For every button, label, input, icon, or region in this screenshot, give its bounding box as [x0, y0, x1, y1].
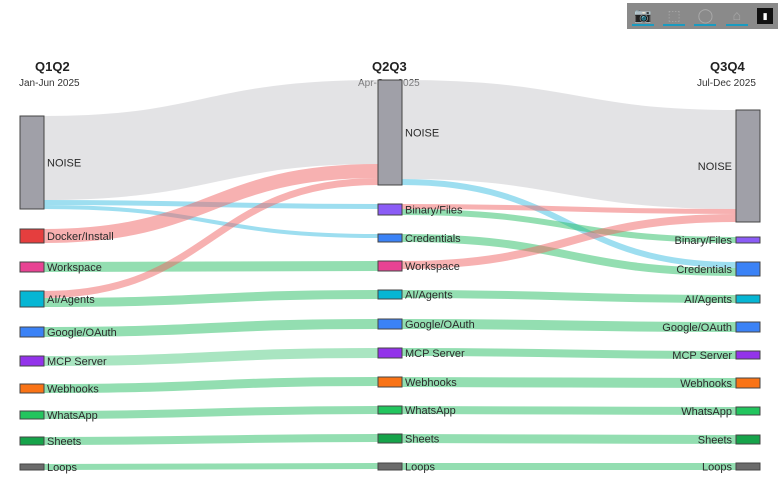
sankey-node[interactable] [735, 434, 761, 445]
sankey-link[interactable] [43, 205, 379, 238]
sankey-link[interactable] [43, 377, 379, 393]
node-label: Google/OAuth [405, 319, 475, 331]
sankey-node[interactable] [377, 433, 403, 444]
node-label: Credentials [676, 264, 732, 276]
lasso-select-icon[interactable]: ◯ [694, 6, 717, 26]
sankey-node[interactable] [19, 290, 45, 308]
sankey-link[interactable] [401, 434, 737, 444]
sankey-node[interactable] [19, 383, 45, 394]
sankey-node[interactable] [735, 321, 761, 333]
sankey-node[interactable] [735, 236, 761, 244]
sankey-node[interactable] [19, 228, 45, 244]
node-label: WhatsApp [405, 405, 456, 417]
camera-icon[interactable]: 📷 [631, 6, 654, 26]
sankey-node[interactable] [19, 326, 45, 338]
node-label: Binary/Files [405, 205, 463, 217]
node-label: Binary/Files [675, 235, 733, 247]
sankey-node[interactable] [735, 350, 761, 360]
sankey-link[interactable] [43, 80, 379, 200]
sankey-link[interactable] [401, 348, 737, 359]
sankey-link[interactable] [401, 377, 737, 388]
sankey-link[interactable] [43, 463, 379, 470]
node-label: Loops [702, 462, 732, 474]
modebar: 📷 ⬚ ◯ ⌂ ▮ [627, 3, 778, 29]
node-label: Google/OAuth [47, 327, 117, 339]
node-label: Credentials [405, 233, 461, 245]
node-label: Webhooks [405, 377, 457, 389]
sankey-link[interactable] [401, 209, 737, 243]
sankey-node[interactable] [377, 347, 403, 359]
column-title-q2q3: Q2Q3 [372, 59, 407, 74]
node-label: Docker/Install [47, 231, 114, 243]
sankey-node[interactable] [19, 463, 45, 471]
node-label: WhatsApp [47, 410, 98, 422]
sankey-link[interactable] [43, 178, 379, 298]
sankey-link[interactable] [43, 290, 379, 307]
sankey-node[interactable] [735, 462, 761, 471]
sankey-link[interactable] [43, 319, 379, 337]
node-label: Webhooks [680, 378, 732, 390]
node-label: MCP Server [47, 356, 107, 368]
sankey-link[interactable] [43, 406, 379, 419]
sankey-node[interactable] [19, 436, 45, 446]
sankey-link[interactable] [401, 406, 737, 415]
sankey-node[interactable] [377, 233, 403, 243]
sankey-link[interactable] [43, 261, 379, 272]
sankey-node[interactable] [377, 318, 403, 330]
column-title-q3q4: Q3Q4 [710, 59, 745, 74]
sankey-node[interactable] [377, 203, 403, 216]
node-label: AI/Agents [47, 294, 95, 306]
node-label: Workspace [47, 262, 102, 274]
node-label: MCP Server [672, 350, 732, 362]
sankey-link[interactable] [401, 319, 737, 332]
sankey-node[interactable] [19, 355, 45, 367]
sankey-link[interactable] [43, 434, 379, 445]
node-label: NOISE [405, 128, 439, 140]
sankey-link[interactable] [401, 290, 737, 303]
box-select-icon[interactable]: ⬚ [663, 6, 686, 26]
sankey-link[interactable] [401, 80, 737, 209]
node-label: Loops [47, 462, 77, 474]
sankey-node[interactable] [735, 261, 761, 277]
sankey-link[interactable] [401, 234, 737, 276]
node-label: Loops [405, 462, 435, 474]
node-label: Workspace [405, 261, 460, 273]
sankey-node[interactable] [377, 405, 403, 415]
column-subtitle-q3q4: Jul-Dec 2025 [697, 78, 756, 89]
sankey-node[interactable] [735, 406, 761, 416]
node-label: Webhooks [47, 384, 99, 396]
node-label: Google/OAuth [662, 322, 732, 334]
sankey-node[interactable] [19, 261, 45, 273]
node-label: Sheets [47, 436, 82, 448]
home-icon[interactable]: ⌂ [725, 6, 748, 26]
column-title-q1q2: Q1Q2 [35, 59, 70, 74]
node-label: NOISE [698, 161, 732, 173]
sankey-link[interactable] [401, 214, 737, 269]
node-label: AI/Agents [405, 290, 453, 302]
sankey-link[interactable] [401, 204, 737, 214]
plotly-logo-icon[interactable]: ▮ [757, 8, 774, 24]
column-subtitle-q1q2: Jan-Jun 2025 [19, 78, 80, 89]
node-label: WhatsApp [681, 406, 732, 418]
sankey-node[interactable] [735, 294, 761, 304]
sankey-node[interactable] [377, 260, 403, 272]
sankey-node[interactable] [377, 462, 403, 471]
sankey-node[interactable] [19, 410, 45, 420]
node-label: NOISE [47, 158, 81, 170]
node-label: MCP Server [405, 348, 465, 360]
sankey-link[interactable] [43, 348, 379, 366]
sankey-node[interactable] [735, 377, 761, 389]
sankey-node[interactable] [377, 376, 403, 388]
sankey-node[interactable] [377, 289, 403, 300]
sankey-node[interactable] [377, 79, 403, 186]
sankey-node[interactable] [19, 115, 45, 210]
sankey-node[interactable] [735, 109, 761, 223]
sankey-link[interactable] [43, 164, 379, 243]
node-label: Sheets [405, 434, 440, 446]
node-label: Sheets [698, 435, 733, 447]
node-label: AI/Agents [684, 294, 732, 306]
